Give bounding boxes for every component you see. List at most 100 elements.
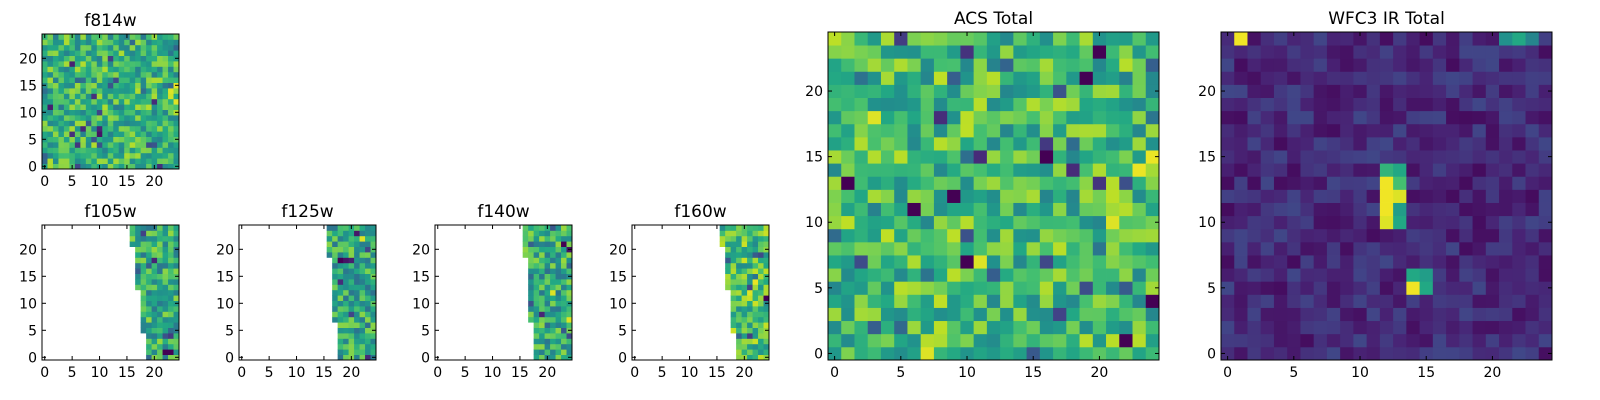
heatmap-cell bbox=[747, 273, 753, 280]
heatmap-cell bbox=[730, 322, 737, 328]
heatmap-cell bbox=[1393, 71, 1407, 85]
heatmap-cell bbox=[63, 39, 70, 46]
heatmap-cell bbox=[539, 289, 545, 296]
heatmap-cell bbox=[135, 82, 142, 89]
heatmap-cell bbox=[173, 338, 180, 345]
heatmap-cell bbox=[162, 327, 169, 334]
heatmap-cell bbox=[129, 82, 136, 89]
heatmap-cell bbox=[146, 295, 152, 301]
heatmap-cell bbox=[1066, 215, 1080, 230]
heatmap-cell bbox=[1000, 176, 1014, 190]
heatmap-cell bbox=[725, 252, 732, 258]
heatmap-cell bbox=[96, 55, 103, 62]
heatmap-cell bbox=[58, 82, 65, 89]
heatmap-cell bbox=[370, 349, 377, 355]
heatmap-cell bbox=[1132, 281, 1147, 295]
heatmap-cell bbox=[1393, 150, 1407, 164]
heatmap-cell bbox=[880, 320, 895, 335]
heatmap-cell bbox=[960, 136, 975, 151]
heatmap-cell bbox=[973, 215, 988, 230]
heatmap-cell bbox=[102, 44, 109, 51]
heatmap-cell bbox=[1300, 202, 1315, 217]
heatmap-cell bbox=[1145, 71, 1160, 85]
heatmap-cell bbox=[561, 354, 567, 361]
x-tick-label: 0 bbox=[433, 365, 442, 381]
heatmap-cell bbox=[1026, 123, 1041, 138]
heatmap-cell bbox=[1406, 71, 1420, 85]
heatmap-cell bbox=[1221, 346, 1235, 361]
heatmap-cell bbox=[1419, 307, 1434, 322]
heatmap-cell bbox=[867, 58, 882, 72]
heatmap-cell bbox=[135, 273, 142, 280]
heatmap-cell bbox=[1326, 176, 1341, 190]
heatmap-cell bbox=[1313, 255, 1328, 269]
heatmap-cell bbox=[135, 44, 142, 51]
heatmap-cell bbox=[1366, 228, 1381, 243]
heatmap-cell bbox=[151, 39, 158, 46]
heatmap-cell bbox=[1446, 333, 1460, 348]
heatmap-cell bbox=[85, 163, 92, 170]
heatmap-cell bbox=[124, 50, 131, 56]
heatmap-cell bbox=[1273, 255, 1288, 269]
heatmap-cell bbox=[719, 241, 726, 247]
heatmap-cell bbox=[102, 142, 109, 148]
heatmap-cell bbox=[1026, 228, 1041, 243]
heatmap-cell bbox=[359, 279, 366, 285]
heatmap-cell bbox=[1260, 84, 1275, 98]
heatmap-cell bbox=[1039, 281, 1054, 295]
heatmap-cell bbox=[828, 58, 842, 72]
heatmap-cell bbox=[741, 311, 748, 318]
heatmap-cell bbox=[63, 158, 70, 164]
heatmap-cell bbox=[1013, 228, 1027, 243]
heatmap-cell bbox=[1092, 123, 1107, 138]
heatmap-cell bbox=[157, 349, 163, 355]
heatmap-cell bbox=[1485, 32, 1500, 46]
heatmap-cell bbox=[539, 241, 545, 247]
heatmap-cell bbox=[947, 281, 961, 295]
heatmap-cell bbox=[1053, 294, 1067, 308]
heatmap-cell bbox=[1419, 32, 1434, 46]
heatmap-cell bbox=[370, 284, 377, 291]
heatmap-cell bbox=[129, 77, 136, 83]
heatmap-cell bbox=[1485, 176, 1500, 190]
heatmap-cell bbox=[828, 346, 842, 361]
heatmap-cell bbox=[1459, 307, 1473, 322]
heatmap-cell bbox=[841, 228, 855, 243]
heatmap-cell bbox=[907, 255, 922, 269]
heatmap-cell bbox=[1039, 136, 1054, 151]
heatmap-cell bbox=[1326, 346, 1341, 361]
heatmap-cell bbox=[1092, 307, 1107, 322]
heatmap-cell bbox=[74, 71, 81, 78]
heatmap-cell bbox=[1026, 241, 1041, 256]
heatmap-cell bbox=[365, 311, 371, 318]
x-tick-label: 0 bbox=[1223, 365, 1232, 381]
heatmap-cell bbox=[135, 147, 142, 154]
heatmap-cell bbox=[113, 71, 120, 78]
heatmap-cell bbox=[1287, 150, 1301, 164]
heatmap-cell bbox=[854, 150, 869, 164]
heatmap-cell bbox=[1260, 163, 1275, 177]
heatmap-cell bbox=[555, 262, 562, 269]
heatmap-cell bbox=[337, 262, 344, 269]
heatmap-cell bbox=[1013, 45, 1027, 59]
heatmap-cell bbox=[151, 338, 158, 345]
heatmap-cell bbox=[91, 44, 98, 51]
heatmap-cell bbox=[854, 333, 869, 348]
heatmap-cell bbox=[1013, 346, 1027, 361]
heatmap-cell bbox=[343, 225, 349, 231]
heatmap-cell bbox=[162, 246, 169, 253]
heatmap-cell bbox=[1432, 150, 1447, 164]
heatmap-cell bbox=[173, 284, 180, 291]
heatmap-cell bbox=[1066, 294, 1080, 308]
heatmap-cell bbox=[1326, 255, 1341, 269]
heatmap-cell bbox=[1393, 241, 1407, 256]
heatmap-cell bbox=[146, 44, 152, 51]
heatmap-cell bbox=[1512, 307, 1526, 322]
heatmap-cell bbox=[854, 202, 869, 217]
heatmap-cell bbox=[1472, 255, 1487, 269]
heatmap-cell bbox=[1106, 228, 1120, 243]
heatmap-cell bbox=[69, 39, 76, 46]
heatmap-cell bbox=[1260, 346, 1275, 361]
heatmap-cell bbox=[1512, 136, 1526, 151]
heatmap-cell bbox=[741, 273, 748, 280]
